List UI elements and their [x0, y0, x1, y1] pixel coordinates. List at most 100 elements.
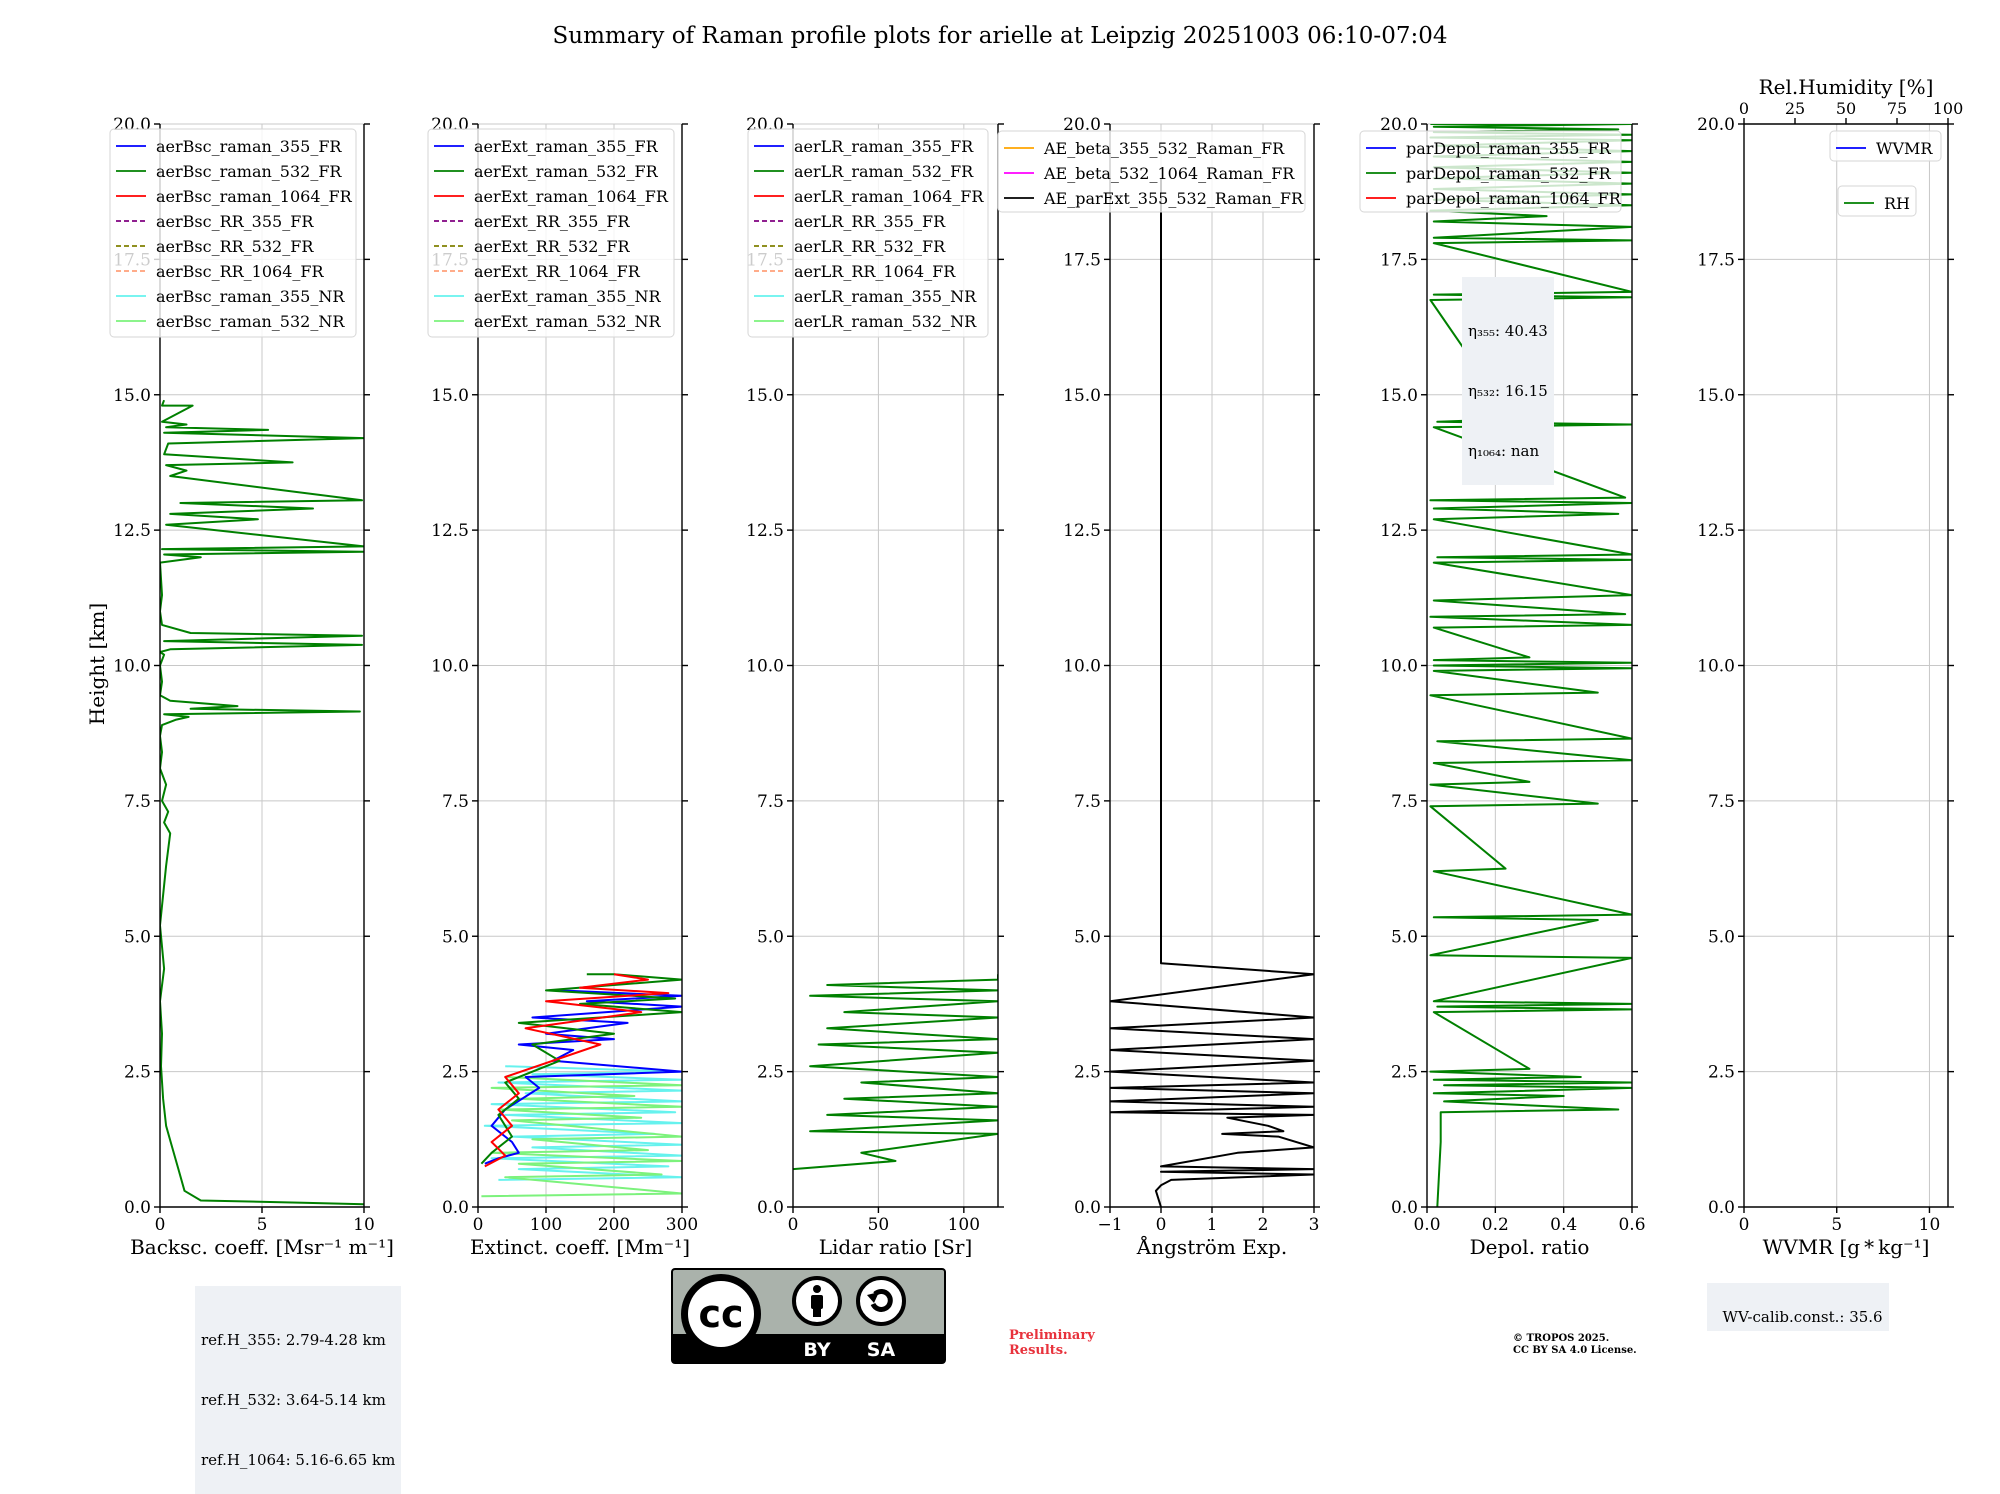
panel-bsc: 0.02.55.07.510.012.515.017.520.00510Back… — [109, 115, 394, 1259]
legend-lr-label-6: aerLR_raman_355_NR — [794, 287, 977, 306]
ytick-label-ext-0: 0.0 — [442, 1198, 469, 1218]
ytick-label-bsc-3: 7.5 — [124, 792, 151, 812]
ytick-label-lr-2: 5.0 — [757, 927, 784, 947]
top-xtick-label-wv-4: 100 — [1933, 99, 1964, 118]
legend-bsc: aerBsc_raman_355_FR aerBsc_raman_532_FRae… — [109, 128, 357, 338]
x-axis-label-ext: Extinct. coeff. [Mm⁻¹] — [470, 1235, 690, 1259]
legend-ext-label-1: aerExt_raman_532_FR — [474, 162, 659, 181]
ytick-label-wv-2: 5.0 — [1708, 927, 1735, 947]
xtick-label-lr-0: 0 — [788, 1215, 799, 1235]
ytick-label-ext-3: 7.5 — [442, 792, 469, 812]
ytick-label-ae-0: 0.0 — [1074, 1198, 1101, 1218]
x-axis-label-bsc: Backsc. coeff. [Msr⁻¹ m⁻¹] — [130, 1235, 394, 1259]
legend-lr-label-2: aerLR_raman_1064_FR — [794, 187, 984, 206]
legend-ae-label-2: AE_parExt_355_532_Raman_FR — [1043, 189, 1304, 208]
legend-bsc-label-4: aerBsc_RR_532_FR — [156, 237, 314, 256]
legend-lr-label-1: aerLR_raman_532_FR — [794, 162, 974, 181]
ytick-label-ext-6: 15.0 — [431, 386, 469, 406]
series-group-bsc — [160, 399, 364, 1206]
ytick-label-lr-0: 0.0 — [757, 1198, 784, 1218]
depol-eta-box: η₃₅₅: 40.43 η₅₃₂: 16.15 η₁₀₆₄: nan — [1462, 277, 1554, 485]
ytick-label-ext-1: 2.5 — [442, 1063, 469, 1083]
series-lr-0 — [793, 974, 998, 1171]
series-ext-0 — [483, 1065, 682, 1181]
legend-ext-label-7: aerExt_raman_532_NR — [474, 312, 662, 331]
legend-lr: aerLR_raman_355_FR aerLR_raman_532_FR aerL… — [747, 128, 989, 338]
xtick-label-dep-2: 0.4 — [1550, 1215, 1577, 1235]
xtick-label-ext-1: 100 — [530, 1215, 562, 1235]
ytick-label-ae-6: 15.0 — [1063, 386, 1101, 406]
xtick-label-dep-3: 0.6 — [1618, 1215, 1645, 1235]
ytick-label-wv-3: 7.5 — [1708, 792, 1735, 812]
series-ae-0 — [1110, 178, 1314, 1207]
ytick-label-bsc-4: 10.0 — [113, 657, 151, 677]
panel-ae: 0.0 2.5 5.0 7.5 10.0 12.5 15.0 17.5 20.0 −1 0 1 2 3 Ån… — [997, 115, 1320, 1259]
top-xtick-label-wv-2: 50 — [1836, 99, 1856, 118]
xtick-label-dep-0: 0.0 — [1413, 1215, 1440, 1235]
legend2-wv-frame — [1837, 185, 1917, 217]
reference-height-box: ref.H_355: 2.79-4.28 km ref.H_532: 3.64-… — [195, 1286, 402, 1494]
legend-dep-label-2: parDepol_raman_1064_FR — [1406, 189, 1622, 208]
sa-share-alike-icon — [856, 1276, 906, 1326]
xtick-label-wv-0: 0 — [1739, 1215, 1750, 1235]
xtick-label-ae-2: 1 — [1207, 1215, 1218, 1235]
ytick-label-lr-6: 15.0 — [746, 386, 784, 406]
legend-ext: aerExt_raman_355_FR aerExt_raman_532_FRae… — [427, 128, 675, 338]
ref-height-1064: ref.H_1064: 5.16-6.65 km — [201, 1451, 396, 1469]
x-axis-label-ae: Ångström Exp. — [1136, 1234, 1287, 1259]
copyright-line-1: © TROPOS 2025. — [1513, 1333, 1610, 1344]
legend-lr-frame — [747, 128, 989, 338]
ytick-label-ext-4: 10.0 — [431, 657, 469, 677]
legend-ext-label-3: aerExt_RR_355_FR — [474, 212, 631, 231]
legend-bsc-label-0: aerBsc_raman_355_FR — [156, 137, 342, 156]
legend-ext-label-2: aerExt_raman_1064_FR — [474, 187, 669, 206]
xtick-label-ae-3: 2 — [1258, 1215, 1269, 1235]
cc-badge-inner — [688, 1281, 754, 1347]
x-axis-label-dep: Depol. ratio — [1470, 1235, 1590, 1259]
ytick-label-dep-8: 20.0 — [1380, 115, 1418, 135]
wv-calib-box: WV-calib.const.: 35.6 — [1707, 1283, 1889, 1331]
cc-sa-label: SA — [867, 1339, 896, 1361]
preliminary-note: Preliminary Results. — [1009, 1328, 1095, 1358]
legend-lr-label-3: aerLR_RR_355_FR — [794, 212, 946, 231]
legend-ext-frame — [427, 128, 675, 338]
cc-license-logo: cc BY SA — [671, 1268, 946, 1364]
legend-bsc-label-1: aerBsc_raman_532_FR — [156, 162, 342, 181]
legend-dep-label-1: parDepol_raman_532_FR — [1406, 164, 1612, 183]
xtick-label-bsc-1: 5 — [257, 1215, 268, 1235]
ytick-label-lr-1: 2.5 — [757, 1063, 784, 1083]
wv-calib-const: WV-calib.const.: 35.6 — [1722, 1308, 1883, 1326]
ytick-label-lr-5: 12.5 — [746, 521, 784, 541]
legend-wv: WVMR — [1829, 130, 1942, 162]
ytick-label-ae-3: 7.5 — [1074, 792, 1101, 812]
ytick-label-ae-5: 12.5 — [1063, 521, 1101, 541]
legend-ext-label-0: aerExt_raman_355_FR — [474, 137, 659, 156]
ytick-label-bsc-6: 15.0 — [113, 386, 151, 406]
ytick-label-bsc-5: 12.5 — [113, 521, 151, 541]
top-xtick-label-wv-0: 0 — [1739, 99, 1749, 118]
xtick-label-wv-2: 10 — [1919, 1215, 1941, 1235]
ytick-label-dep-6: 15.0 — [1380, 386, 1418, 406]
xtick-label-ae-1: 0 — [1156, 1215, 1167, 1235]
series-group-ext — [480, 973, 682, 1198]
eta-532: η₅₃₂: 16.15 — [1468, 382, 1548, 400]
ytick-label-ext-2: 5.0 — [442, 927, 469, 947]
copyright-line-2: CC BY SA 4.0 License. — [1513, 1345, 1637, 1356]
legend-ae-label-0: AE_beta_355_532_Raman_FR — [1043, 139, 1285, 158]
legend-bsc-label-7: aerBsc_raman_532_NR — [156, 312, 345, 331]
legend-ae-label-1: AE_beta_532_1064_Raman_FR — [1043, 164, 1295, 183]
ytick-label-wv-4: 10.0 — [1697, 657, 1735, 677]
xtick-label-lr-1: 50 — [868, 1215, 890, 1235]
panel-ext: 0.02.55.07.510.012.515.017.520.001002003… — [427, 115, 698, 1259]
xtick-label-ae-0: −1 — [1097, 1215, 1122, 1235]
ytick-label-bsc-2: 5.0 — [124, 927, 151, 947]
xtick-label-wv-1: 5 — [1831, 1215, 1842, 1235]
legend-dep: parDepol_raman_355_FR parDepol_raman_532_… — [1359, 130, 1622, 213]
xtick-label-ext-0: 0 — [473, 1215, 484, 1235]
eta-1064: η₁₀₆₄: nan — [1468, 442, 1540, 460]
legend-bsc-frame — [109, 128, 357, 338]
xtick-label-ext-3: 300 — [666, 1215, 698, 1235]
panels: 0.02.55.07.510.012.515.017.520.00510Back… — [109, 75, 1964, 1259]
series-ext-1 — [481, 1076, 682, 1198]
ytick-label-ae-8: 20.0 — [1063, 115, 1101, 135]
